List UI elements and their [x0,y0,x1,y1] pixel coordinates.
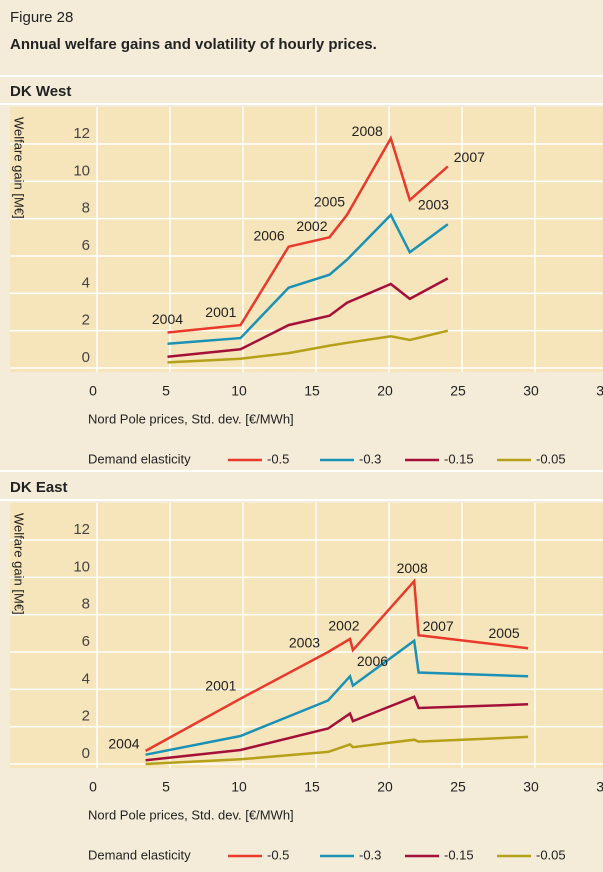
legend-label: -0.05 [536,451,566,466]
point-label: 2002 [296,218,327,234]
x-tick-label: 0 [89,383,97,399]
x-tick-label: 15 [304,779,320,795]
plot-area [10,107,603,372]
point-label: 2006 [253,227,284,243]
series-line [145,695,529,762]
point-label: 2008 [352,123,383,139]
series-line [144,578,529,752]
x-tick-label: 0 [89,779,97,795]
x-tick-label: 35 [596,779,603,795]
y-tick-label: 6 [82,633,90,650]
legend-label: -0.15 [444,847,474,862]
x-axis-label: Nord Pole prices, Std. dev. [€/MWh] [88,411,294,426]
y-tick-label: 10 [73,558,90,575]
y-tick-label: 4 [82,274,90,291]
x-tick-label: 10 [231,383,247,399]
point-label: 2007 [454,149,485,165]
x-tick-label: 25 [450,779,466,795]
y-tick-label: 10 [73,162,90,179]
legend-label: -0.5 [267,847,289,862]
series-line [167,212,449,345]
legend-label: -0.3 [359,451,381,466]
series-line [167,135,449,334]
point-label: 2003 [289,635,320,651]
point-label: 2008 [397,560,428,576]
x-tick-label: 20 [377,779,393,795]
point-label: 2004 [152,311,183,327]
x-tick-label: 15 [304,383,320,399]
x-tick-label: 10 [231,779,247,795]
point-label: 2005 [314,194,345,210]
figure-label: Figure 28 [10,9,73,26]
legend-title: Demand elasticity [88,451,191,466]
y-tick-label: 4 [82,670,90,687]
point-label: 2003 [418,197,449,213]
y-tick-label: 0 [82,745,90,762]
x-tick-label: 5 [162,383,170,399]
legend-label: -0.15 [444,451,474,466]
chart-title: DK West [10,83,71,100]
figure-title: Annual welfare gains and volatility of h… [10,36,377,53]
y-tick-label: 2 [82,708,90,725]
x-tick-label: 30 [523,779,539,795]
legend-label: -0.3 [359,847,381,862]
legend-title: Demand elasticity [88,847,191,862]
x-axis-label: Nord Pole prices, Std. dev. [€/MWh] [88,807,294,822]
point-label: 2006 [357,653,388,669]
point-label: 2005 [489,625,520,641]
y-tick-label: 8 [82,596,90,613]
x-tick-label: 20 [377,383,393,399]
x-tick-label: 25 [450,383,466,399]
point-label: 2004 [108,736,139,752]
chart-title: DK East [10,479,68,496]
y-axis-label: Welfare gain [M€] [12,513,27,615]
x-tick-label: 5 [162,779,170,795]
point-label: 2001 [205,677,236,693]
series-line [167,277,449,359]
y-tick-label: 0 [82,349,90,366]
legend-label: -0.5 [267,451,289,466]
y-tick-label: 12 [73,521,90,538]
y-tick-label: 12 [73,125,90,142]
point-label: 2001 [205,304,236,320]
y-tick-label: 8 [82,200,90,217]
y-axis-label: Welfare gain [M€] [12,117,27,219]
y-tick-label: 6 [82,237,90,254]
point-label: 2007 [423,618,454,634]
point-label: 2002 [328,618,359,634]
plot-area [10,503,603,768]
x-tick-label: 30 [523,383,539,399]
x-tick-label: 35 [596,383,603,399]
series-line [145,735,529,766]
series-line [145,638,529,756]
legend-label: -0.05 [536,847,566,862]
series-line [167,329,449,364]
y-tick-label: 2 [82,312,90,329]
